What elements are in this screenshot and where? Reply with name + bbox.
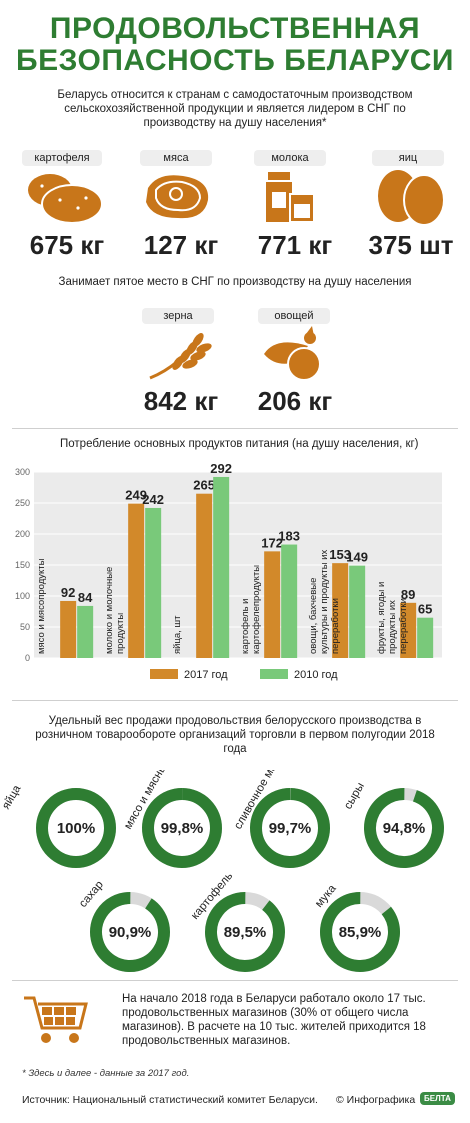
leader-value-milk: 771 кг: [257, 230, 333, 260]
bar-value-label: 249: [125, 488, 147, 503]
fifth-value-vegetables: 206 кг: [257, 386, 333, 416]
leader-value-eggs: 375 шт: [368, 230, 454, 260]
bar-2017: [128, 503, 145, 658]
vegetables-icon: [264, 326, 321, 381]
bar-2010: [417, 617, 434, 658]
ring-value: 90,9%: [109, 924, 152, 941]
y-tick-label: 200: [15, 529, 30, 539]
bar-2017: [400, 602, 417, 658]
bar-value-label: 153: [329, 547, 351, 562]
leader-label-potato: картофеля: [22, 150, 102, 166]
bar-chart-title: Потребление основных продуктов питания (…: [60, 438, 419, 450]
wheat-icon: [149, 333, 212, 380]
ring-value: 100%: [57, 820, 95, 837]
intro-text: Беларусь относится к странам с самодоста…: [57, 89, 413, 129]
category-label: фрукты, ягоды ипродукты ихпереработки: [376, 582, 409, 654]
legend-swatch: [150, 669, 178, 679]
category-label: мясо и мясопродукты: [36, 558, 47, 654]
ring-value: 94,8%: [383, 820, 426, 837]
bar-2010: [213, 476, 230, 658]
milk-icon: [266, 172, 315, 223]
fifth-place-subtitle: Занимает пятое место в СНГ по производст…: [58, 276, 412, 288]
bar-value-label: 149: [346, 550, 368, 565]
bar-2017: [332, 563, 349, 658]
section-divider-2: [12, 700, 458, 701]
bar-value-label: 89: [401, 587, 415, 602]
y-tick-label: 0: [25, 653, 30, 663]
bar-value-label: 265: [193, 478, 215, 493]
bar-2010: [349, 565, 366, 658]
ring-value-arc: [90, 892, 170, 972]
bar-value-label: 65: [418, 602, 432, 617]
leader-label-milk: молока: [254, 150, 326, 166]
legend-swatch: [260, 669, 288, 679]
category-label: картофель икартофелепродукты: [240, 565, 262, 654]
credit-text: © Инфографика: [336, 1094, 416, 1106]
bar-value-label: 292: [210, 461, 232, 476]
bar-value-label: 172: [261, 535, 283, 550]
bar-2010: [145, 507, 162, 658]
bar-2010: [281, 544, 298, 658]
bar-chart: 0 50 100 150 200 250 300 92 84 мясо и мясопродукт…: [15, 461, 442, 681]
ring-value: 99,8%: [161, 820, 204, 837]
meat-icon: [146, 175, 209, 219]
belta-logo: БЕЛТА: [420, 1092, 455, 1105]
ring-value: 99,7%: [269, 820, 312, 837]
page-title-line1: ПРОДОВОЛЬСТВЕННАЯ: [49, 12, 421, 45]
fifth-label-vegetables: овощей: [258, 308, 330, 324]
section-divider: [12, 428, 458, 429]
bar-value-label: 92: [61, 585, 75, 600]
fifth-label-grain: зерна: [142, 308, 214, 324]
category-label: молоко и молочныепродукты: [104, 567, 126, 654]
fifth-value-grain: 842 кг: [143, 386, 219, 416]
legend-label: 2017 год: [184, 669, 228, 681]
ring-value-arc: [320, 891, 400, 972]
leader-label-eggs: яиц: [372, 150, 444, 166]
bar-2017: [60, 600, 77, 658]
potato-icon: [28, 174, 103, 224]
bar-2017: [264, 551, 281, 658]
shopping-cart-icon: [24, 996, 88, 1043]
y-tick-label: 50: [20, 622, 30, 632]
bar-value-label: 242: [142, 492, 164, 507]
bar-2017: [196, 493, 213, 658]
bar-2010: [77, 605, 94, 658]
ring-value-arc: [142, 788, 222, 868]
footnote: * Здесь и далее - данные за 2017 год.: [22, 1068, 190, 1079]
bar-value-label: 84: [78, 590, 93, 605]
leader-label-meat: мяса: [140, 150, 212, 166]
leader-value-meat: 127 кг: [143, 230, 219, 260]
ring-value: 85,9%: [339, 924, 382, 941]
y-tick-label: 100: [15, 591, 30, 601]
category-label: яйца, шт: [172, 615, 183, 654]
legend-label: 2010 год: [294, 669, 338, 681]
ring-value: 89,5%: [224, 924, 267, 941]
ring-value-arc: [36, 788, 116, 868]
category-label: овощи, бахчевыекультуры и продукты ихпер…: [308, 549, 341, 654]
y-tick-label: 150: [15, 560, 30, 570]
page-title-line2: БЕЗОПАСНОСТЬ БЕЛАРУСИ: [16, 44, 454, 77]
bar-value-label: 183: [278, 529, 300, 544]
y-tick-label: 250: [15, 498, 30, 508]
rings-title: Удельный вес продажи продовольствия бело…: [35, 715, 435, 755]
ring-label: яйца: [0, 783, 24, 812]
section-divider-3: [12, 980, 458, 981]
y-tick-label: 300: [15, 467, 30, 477]
stores-text: На начало 2018 года в Беларуси работало …: [122, 993, 426, 1047]
leader-value-potato: 675 кг: [29, 230, 105, 260]
source-text: Источник: Национальный статистический ко…: [22, 1094, 318, 1106]
eggs-icon: [378, 170, 445, 226]
ring-label: сыры: [342, 781, 367, 812]
